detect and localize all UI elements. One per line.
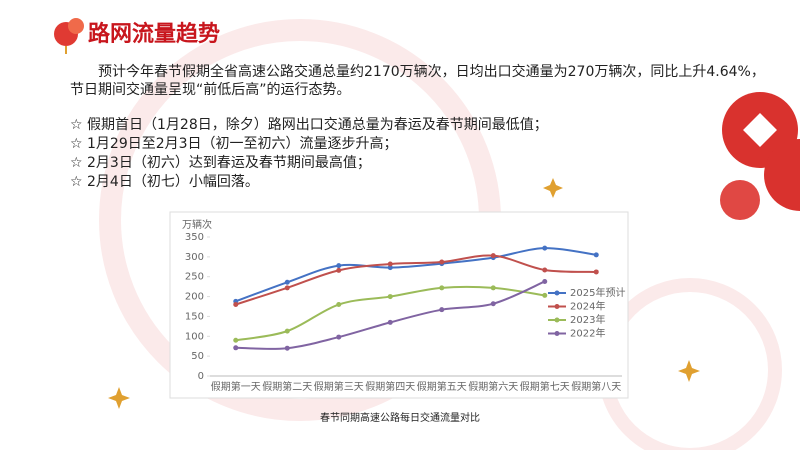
paragraph: 预计今年春节假期全省高速公路交通总量约2170万辆次，日均出口交通量为270万辆… [70, 64, 765, 98]
point [490, 285, 496, 291]
y-tick-label: 200 [185, 292, 204, 303]
bullet: ☆ 2月4日（初七）小幅回落。 [70, 174, 259, 190]
point [284, 328, 290, 334]
chart-caption: 春节同期高速公路每日交通流量对比 [320, 411, 480, 424]
x-tick-label: 假期第七天 [520, 380, 570, 393]
legend-marker [554, 290, 560, 296]
point [233, 345, 239, 351]
point [284, 279, 290, 285]
y-tick-label: 100 [185, 331, 204, 342]
chart-frame [169, 211, 629, 399]
point [542, 245, 548, 251]
point [336, 267, 342, 273]
point [542, 278, 548, 284]
point [387, 261, 393, 267]
y-tick-label: 150 [185, 311, 204, 322]
legend-label: 2024年 [570, 300, 605, 313]
point [490, 253, 496, 259]
sparkle [108, 387, 130, 409]
sparkle [678, 360, 700, 382]
y-tick-label: 300 [185, 252, 204, 263]
legend-marker [554, 304, 560, 309]
bullet: ☆ 2月3日（初六）达到春运及春节期间最高值； [70, 155, 371, 171]
point [439, 285, 445, 291]
x-tick-label: 假期第三天 [314, 380, 364, 393]
bullet: ☆ 假期首日（1月28日，除夕）路网出口交通总量为春运及春节期间最低值； [70, 117, 548, 133]
legend-label: 2025年预计 [570, 286, 625, 299]
point [233, 302, 239, 308]
y-tick-label: 0 [198, 371, 204, 382]
point [284, 285, 290, 291]
slide-title: 路网流量趋势 [88, 22, 221, 47]
y-axis-label: 万辆次 [182, 218, 212, 231]
y-tick-label: 50 [191, 351, 204, 362]
x-tick-label: 假期第五天 [417, 380, 467, 393]
point [439, 307, 445, 313]
point [387, 294, 393, 300]
bullet: ☆ 1月29日至2月3日（初一至初六）流量逐步升高； [70, 136, 398, 152]
point [336, 263, 342, 269]
point [336, 334, 342, 340]
series-line [235, 254, 597, 306]
legend-marker [554, 331, 560, 336]
series-line [235, 247, 597, 303]
y-tick-label: 250 [185, 272, 204, 283]
coins [720, 92, 800, 220]
legend-marker [554, 317, 560, 323]
point [542, 267, 548, 273]
lantern-icon [54, 18, 84, 54]
point [542, 292, 548, 298]
point [439, 259, 445, 265]
legend-label: 2022年 [570, 327, 605, 340]
point [284, 345, 290, 351]
point [336, 302, 342, 308]
point [490, 301, 496, 307]
x-tick-label: 假期第八天 [571, 380, 621, 393]
legend-label: 2023年 [570, 313, 605, 326]
x-tick-label: 假期第四天 [365, 380, 415, 393]
point [387, 265, 393, 271]
point [233, 337, 239, 343]
point [593, 269, 599, 275]
point [593, 252, 599, 258]
x-tick-label: 假期第六天 [468, 380, 518, 393]
x-tick-label: 假期第一天 [211, 380, 261, 393]
sparkle [543, 178, 563, 198]
point [387, 319, 393, 325]
x-tick-label: 假期第二天 [262, 380, 312, 393]
bullet-list: ☆ 假期首日（1月28日，除夕）路网出口交通总量为春运及春节期间最低值； ☆ 1月… [70, 116, 690, 192]
y-tick-label: 350 [185, 232, 204, 243]
